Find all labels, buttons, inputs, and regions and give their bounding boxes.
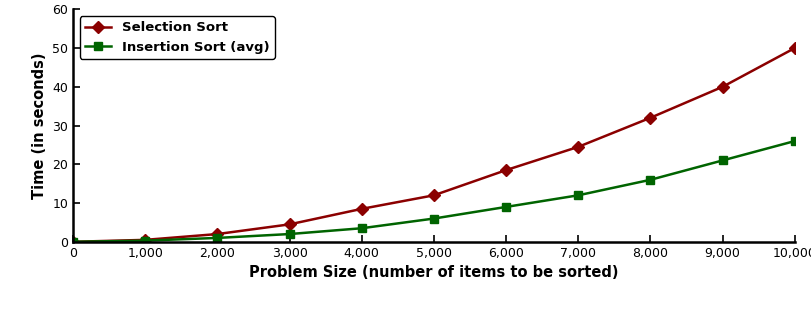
Selection Sort (646, 116, 655, 120)
Insertion Sort (avg) (501, 205, 511, 209)
Insertion Sort (avg) (646, 178, 655, 182)
Insertion Sort (avg) (573, 193, 583, 197)
Insertion Sort (avg) (429, 217, 439, 220)
Insertion Sort (avg) (68, 240, 78, 244)
Insertion Sort (avg) (718, 159, 727, 162)
Selection Sort (285, 223, 294, 226)
Insertion Sort (avg) (140, 239, 150, 242)
Selection Sort (357, 207, 367, 211)
Selection Sort (140, 238, 150, 242)
Selection Sort (790, 46, 800, 50)
Line: Insertion Sort (avg): Insertion Sort (avg) (69, 137, 799, 246)
Line: Selection Sort: Selection Sort (69, 44, 799, 246)
Insertion Sort (avg) (212, 236, 222, 240)
Legend: Selection Sort, Insertion Sort (avg): Selection Sort, Insertion Sort (avg) (79, 16, 275, 59)
Selection Sort (573, 145, 583, 149)
Insertion Sort (avg) (357, 226, 367, 230)
Selection Sort (501, 168, 511, 172)
Selection Sort (68, 240, 78, 244)
X-axis label: Problem Size (number of items to be sorted): Problem Size (number of items to be sort… (249, 265, 619, 280)
Selection Sort (429, 193, 439, 197)
Selection Sort (212, 232, 222, 236)
Insertion Sort (avg) (285, 232, 294, 236)
Insertion Sort (avg) (790, 139, 800, 143)
Y-axis label: Time (in seconds): Time (in seconds) (32, 52, 46, 199)
Selection Sort (718, 85, 727, 89)
